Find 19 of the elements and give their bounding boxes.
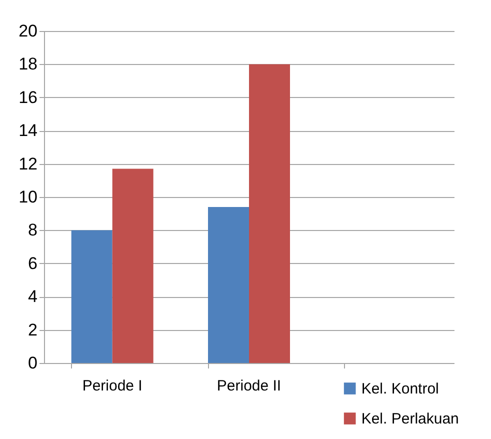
bar	[249, 64, 290, 363]
x-tick-label: Periode I	[82, 378, 142, 394]
y-tick-label: 8	[28, 220, 38, 240]
y-tick-label: 0	[28, 354, 38, 372]
bar	[71, 230, 112, 363]
legend-label: Kel. Perlakuan	[361, 410, 459, 428]
y-tick-label: 10	[18, 188, 38, 206]
y-tick-label: 12	[18, 154, 38, 174]
legend-label: Kel. Kontrol	[361, 380, 439, 398]
x-tick-label: Periode II	[216, 378, 282, 394]
y-tick-label: 6	[28, 254, 38, 273]
y-tick-label: 18	[18, 54, 38, 74]
y-tick-label: 20	[18, 22, 38, 40]
y-tick-label: 4	[28, 287, 38, 306]
bar	[112, 168, 154, 363]
bar	[208, 206, 249, 363]
y-tick-label: 2	[28, 320, 38, 340]
y-tick-label: 16	[18, 88, 38, 107]
y-tick-label: 14	[18, 121, 38, 140]
